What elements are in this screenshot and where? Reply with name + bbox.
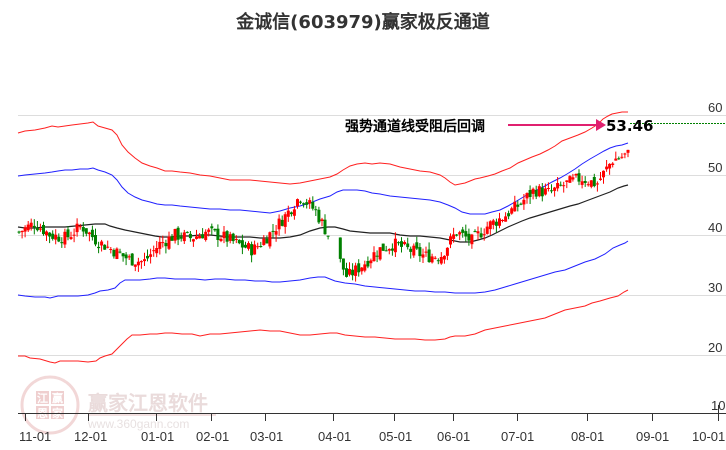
y-tick-label: 30 [708, 280, 722, 295]
outer-upper-channel [17, 111, 628, 186]
x-tick-label: 10-01 [692, 429, 725, 444]
y-gridlines [18, 115, 726, 356]
x-tick-label: 02-01 [196, 429, 229, 444]
x-tick-label: 01-01 [141, 429, 174, 444]
x-tick-label: 07-01 [501, 429, 534, 444]
watermark-brand: 赢家江恩软件 [88, 391, 208, 415]
watermark: 江 赢 恩 家 赢家江恩软件 www.360gann.com [20, 375, 216, 435]
y-tick-label: 40 [708, 220, 722, 235]
annotation-arrow-head [596, 119, 606, 131]
annotation-text: 强势通道线受阻后回调 [345, 118, 485, 135]
last-price-label: 53.46 [606, 117, 653, 135]
candlesticks [17, 149, 630, 282]
watermark-url: www.360gann.com [87, 417, 189, 431]
watermark-seal-char: 江 [37, 391, 48, 405]
x-tick-label: 12-01 [74, 429, 107, 444]
x-axis: 11-01 12-01 01-01 02-01 03-01 04-01 05-0… [18, 405, 726, 444]
x-tick-label: 09-01 [636, 429, 669, 444]
x-tick-label: 11-01 [19, 429, 51, 444]
y-tick-label: 50 [708, 160, 722, 175]
y-tick-label: 60 [708, 100, 722, 115]
watermark-seal-char: 赢 [52, 391, 63, 405]
x-tick-label: 08-01 [571, 429, 604, 444]
outer-lower-channel [18, 289, 629, 364]
inner-lower-channel [17, 240, 629, 299]
chart-title: 金诚信(603979)赢家极反通道 [236, 12, 490, 33]
y-axis: 60 50 40 30 20 10 [708, 100, 725, 413]
x-tick-label: 03-01 [250, 429, 283, 444]
y-tick-label: 20 [708, 340, 722, 355]
x-tick-label: 06-01 [437, 429, 470, 444]
x-tick-label: 04-01 [318, 429, 351, 444]
middle-line [17, 184, 629, 243]
x-tick-label: 05-01 [379, 429, 412, 444]
